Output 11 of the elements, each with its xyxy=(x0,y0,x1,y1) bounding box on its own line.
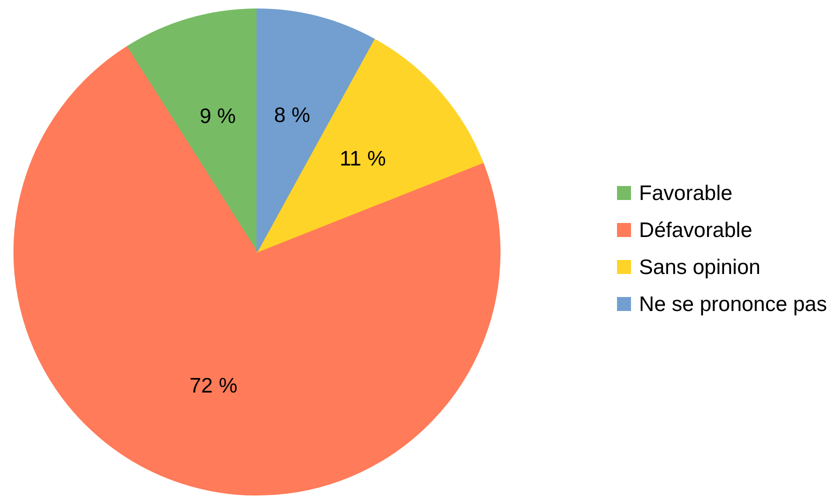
legend-label: Sans opinion xyxy=(639,254,760,280)
data-label: 72 % xyxy=(190,374,238,398)
legend-label: Défavorable xyxy=(639,218,752,244)
pie-slice xyxy=(256,38,484,252)
data-label: 11 % xyxy=(340,147,386,170)
legend-label: Ne se prononce pas xyxy=(639,292,827,318)
legend-label: Favorable xyxy=(639,180,732,206)
pie-slice xyxy=(126,8,258,252)
data-label: 9 % xyxy=(200,105,236,128)
pie-slice xyxy=(14,46,500,496)
data-label: 8 % xyxy=(274,104,310,127)
